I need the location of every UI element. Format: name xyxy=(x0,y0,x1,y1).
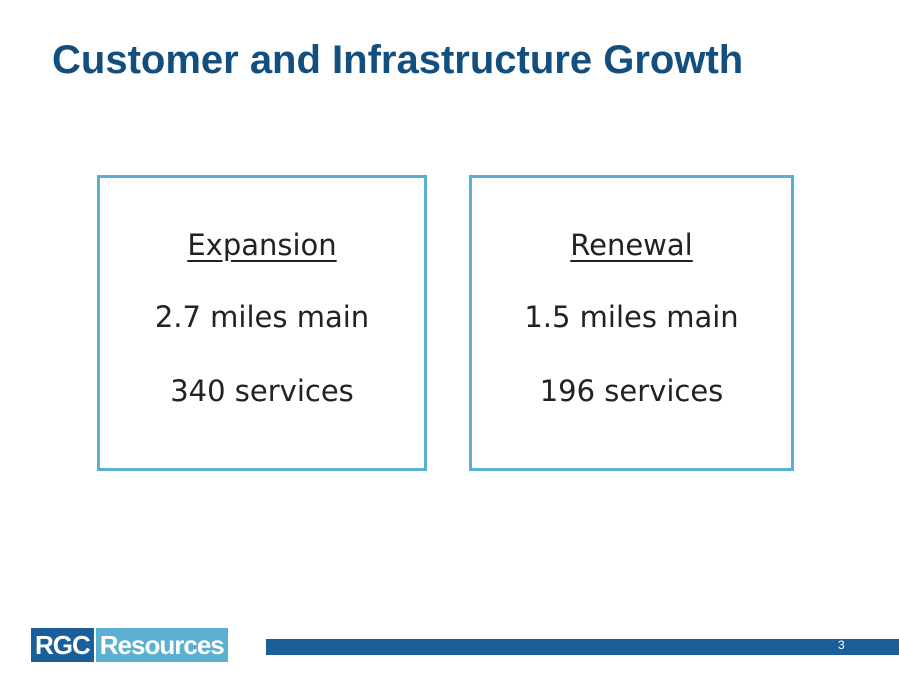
box-line: 1.5 miles main xyxy=(524,300,739,334)
title: Customer and Infrastructure Growth xyxy=(52,38,744,82)
box-line: 340 services xyxy=(170,374,354,408)
logo-right: Resources xyxy=(95,628,228,662)
box-heading: Expansion xyxy=(187,228,337,262)
footer-bar xyxy=(266,639,899,655)
box-heading: Renewal xyxy=(570,228,693,262)
logo-left: RGC xyxy=(31,628,94,662)
renewal-box: Renewal 1.5 miles main 196 services xyxy=(469,175,794,471)
logo: RGC Resources xyxy=(31,628,228,662)
box-line: 2.7 miles main xyxy=(154,300,370,334)
expansion-box: Expansion 2.7 miles main 340 services xyxy=(97,175,427,471)
page-number: 3 xyxy=(838,638,845,652)
box-line: 196 services xyxy=(539,374,724,408)
